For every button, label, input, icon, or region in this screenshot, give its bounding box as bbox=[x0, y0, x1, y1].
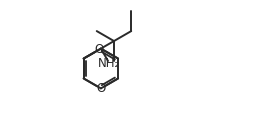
Text: NH₂: NH₂ bbox=[98, 57, 121, 70]
Text: O: O bbox=[94, 43, 104, 56]
Text: O: O bbox=[96, 82, 105, 95]
